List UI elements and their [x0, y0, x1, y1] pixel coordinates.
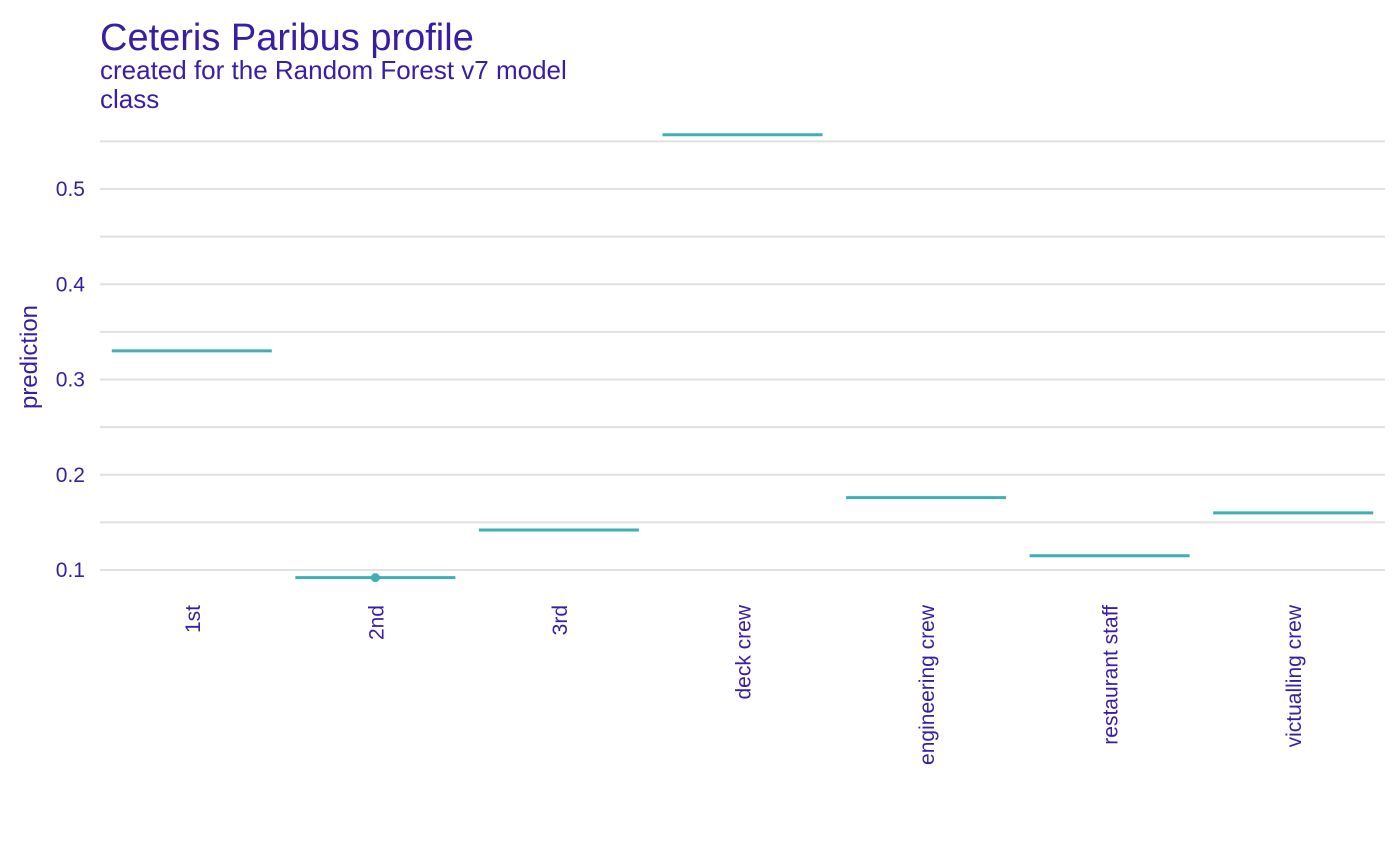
gridlines — [100, 140, 1385, 571]
chart-title: Ceteris Paribus profile — [100, 17, 474, 59]
y-axis-label: prediction — [16, 305, 43, 409]
x-tick-labels: 1st 2nd 3rd deck crew engineering crew restau… — [182, 604, 1306, 765]
observation-point — [370, 573, 380, 583]
x-tick-label: 3rd — [549, 605, 572, 635]
y-tick-label: 0.1 — [56, 559, 85, 582]
y-tick-label: 0.2 — [56, 464, 85, 487]
x-tick-label: 1st — [182, 605, 205, 633]
profile-segments — [111, 133, 1374, 583]
y-tick-label: 0.5 — [56, 178, 85, 201]
chart-subtitle: created for the Random Forest v7 model — [100, 55, 567, 85]
x-tick-label: victualling crew — [1283, 604, 1306, 747]
y-tick-label: 0.3 — [56, 369, 85, 392]
x-tick-label: 2nd — [365, 605, 388, 640]
y-tick-label: 0.4 — [56, 273, 86, 296]
x-tick-label: engineering crew — [916, 604, 939, 765]
x-tick-label: restaurant staff — [1100, 605, 1123, 745]
y-tick-labels: 0.1 0.2 0.3 0.4 0.5 — [56, 178, 86, 582]
facet-label: class — [100, 84, 159, 114]
x-tick-label: deck crew — [733, 604, 756, 699]
